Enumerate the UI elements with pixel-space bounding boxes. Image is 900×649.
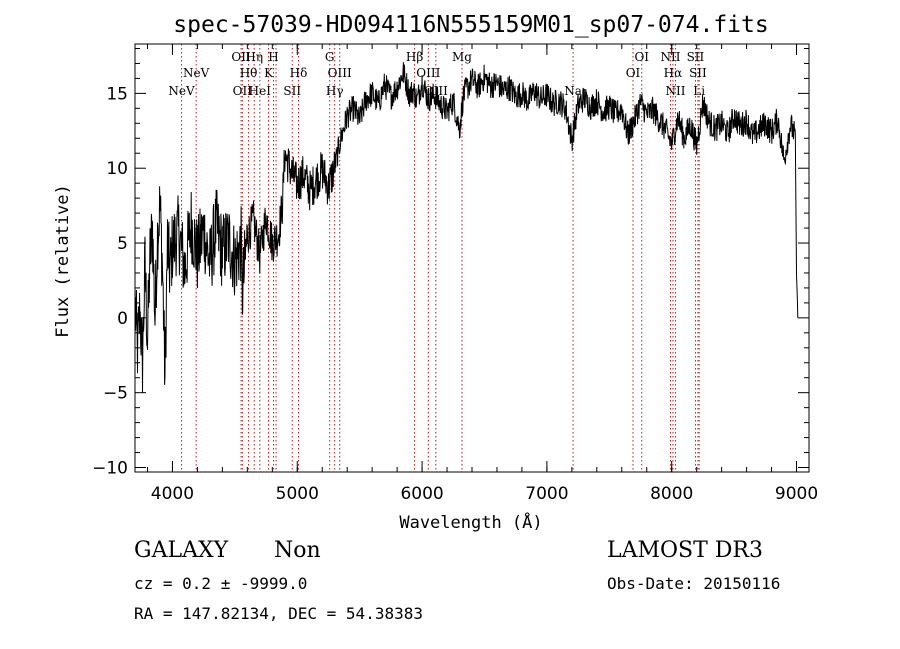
object-class: GALAXY xyxy=(134,538,229,563)
emission-line-label: Hα xyxy=(664,66,683,80)
observation-date: Obs-Date: 20150116 xyxy=(607,574,781,593)
emission-line-label: NII xyxy=(660,50,680,64)
emission-line-label: K xyxy=(264,66,274,80)
emission-line-label: NII xyxy=(665,84,685,98)
emission-line-markers xyxy=(181,44,700,472)
emission-line-label: NeV xyxy=(168,84,195,98)
emission-line-labels: NeV NeV OII OII Hθ Hη HeI KH SII Hδ G Hγ OIII Hβ OIII O… xyxy=(168,50,707,98)
emission-line-label: OI xyxy=(634,50,649,64)
emission-line-label: Hβ xyxy=(406,50,423,64)
emission-line-label: Hδ xyxy=(290,66,308,80)
redshift-cz: cz = 0.2 ± -9999.0 xyxy=(134,574,308,593)
x-tick-label: 9000 xyxy=(775,484,818,504)
emission-line-label: OII xyxy=(231,50,251,64)
axis-ticks: 4000 5000 6000 7000 8000 9000 −10 −5 0 5 10 15 xyxy=(92,44,818,504)
y-tick-label: −10 xyxy=(92,459,128,479)
emission-line-label: OIII xyxy=(328,66,352,80)
emission-line-label: Hγ xyxy=(326,84,344,98)
emission-line-label: Li xyxy=(693,84,705,98)
emission-line-label: Hη xyxy=(245,50,263,64)
y-tick-label: 10 xyxy=(106,159,128,179)
object-subclass: Non xyxy=(274,538,321,563)
x-tick-label: 4000 xyxy=(151,484,194,504)
emission-line-label: OIII xyxy=(416,66,440,80)
emission-line-label: G xyxy=(325,50,335,64)
coordinates: RA = 147.82134, DEC = 54.38383 xyxy=(134,604,423,623)
x-tick-label: 6000 xyxy=(400,484,443,504)
chart-title: spec-57039-HD094116N555159M01_sp07-074.f… xyxy=(173,12,768,38)
emission-line-label: NeV xyxy=(183,66,210,80)
x-axis-label: Wavelength (Å) xyxy=(399,511,542,533)
emission-line-label: SII xyxy=(283,84,301,98)
y-tick-label: 15 xyxy=(106,84,128,104)
emission-line-label: Na xyxy=(564,84,582,98)
x-tick-label: 7000 xyxy=(525,484,568,504)
survey-name: LAMOST DR3 xyxy=(607,538,763,563)
y-tick-label: 5 xyxy=(117,234,128,254)
emission-line-label: HeI xyxy=(249,84,272,98)
x-tick-label: 8000 xyxy=(650,484,693,504)
emission-line-label: Mg xyxy=(452,50,472,64)
y-axis-label: Flux (relative) xyxy=(53,184,73,338)
emission-line-label: Hθ xyxy=(240,66,258,80)
y-tick-label: 0 xyxy=(117,309,128,329)
emission-line-label: OI xyxy=(626,66,641,80)
x-tick-label: 5000 xyxy=(276,484,319,504)
emission-line-label: SII xyxy=(687,50,705,64)
spectrum-line xyxy=(134,62,799,394)
emission-line-label: H xyxy=(268,50,278,64)
y-tick-label: −5 xyxy=(103,384,128,404)
emission-line-label: SII xyxy=(689,66,707,80)
emission-line-label: OII xyxy=(233,84,253,98)
